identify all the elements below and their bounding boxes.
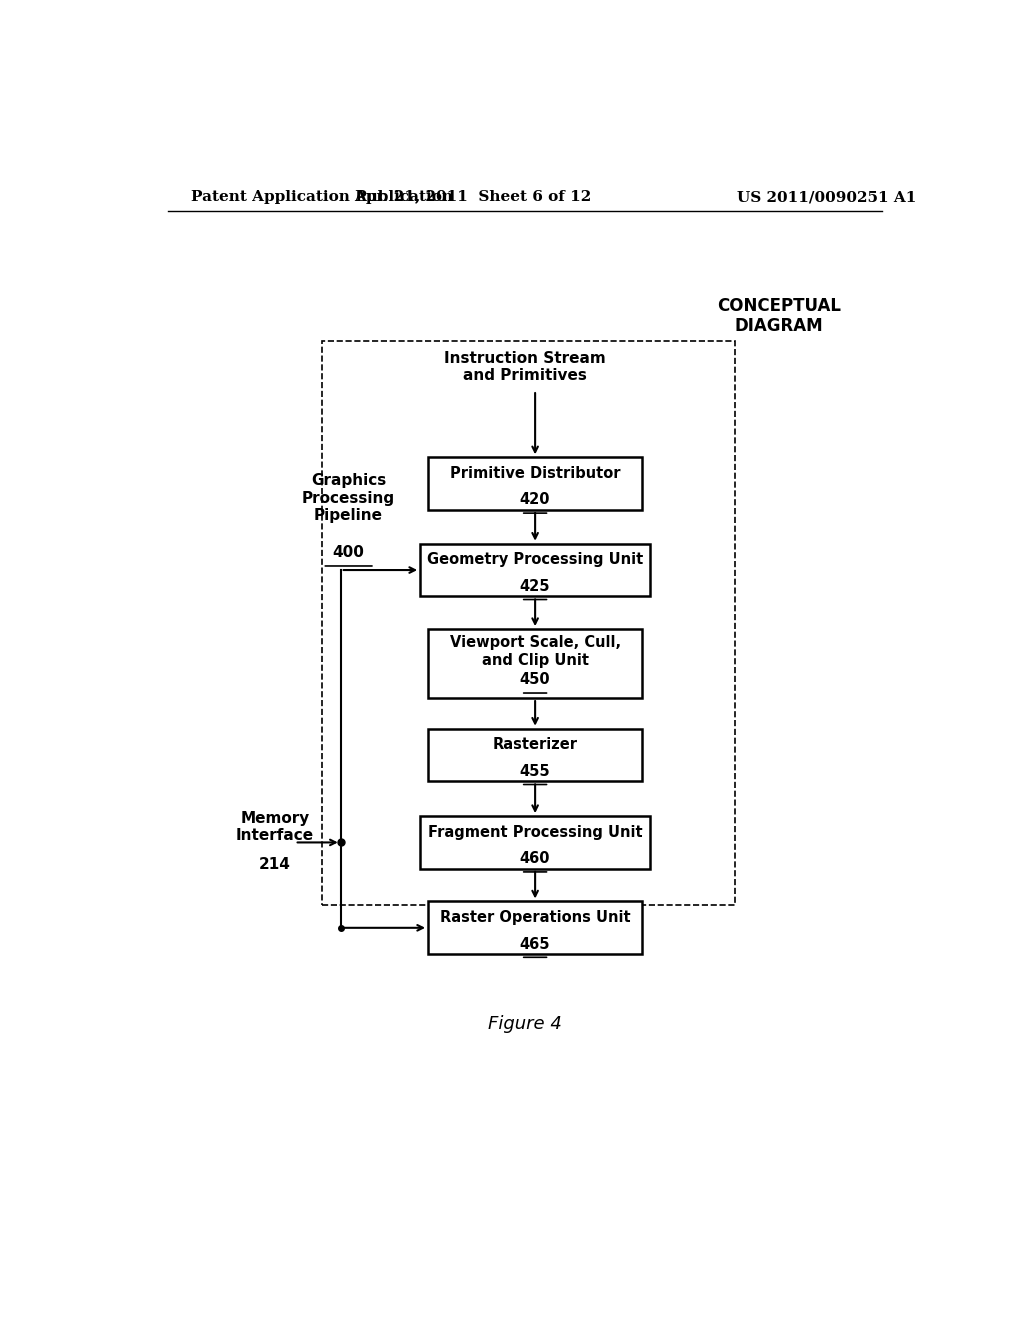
Text: 400: 400 bbox=[333, 545, 365, 560]
FancyBboxPatch shape bbox=[420, 544, 650, 597]
Text: Fragment Processing Unit: Fragment Processing Unit bbox=[428, 825, 642, 840]
Text: Raster Operations Unit: Raster Operations Unit bbox=[439, 911, 631, 925]
Text: 460: 460 bbox=[520, 851, 550, 866]
Text: Patent Application Publication: Patent Application Publication bbox=[191, 190, 454, 205]
Text: 214: 214 bbox=[259, 857, 291, 873]
Text: US 2011/0090251 A1: US 2011/0090251 A1 bbox=[736, 190, 916, 205]
Text: Memory
Interface: Memory Interface bbox=[236, 810, 314, 843]
Text: 425: 425 bbox=[520, 578, 550, 594]
Text: Graphics
Processing
Pipeline: Graphics Processing Pipeline bbox=[302, 474, 395, 523]
Text: Figure 4: Figure 4 bbox=[487, 1015, 562, 1034]
Text: 450: 450 bbox=[520, 672, 551, 688]
Text: Primitive Distributor: Primitive Distributor bbox=[450, 466, 621, 480]
Text: CONCEPTUAL
DIAGRAM: CONCEPTUAL DIAGRAM bbox=[717, 297, 841, 335]
FancyBboxPatch shape bbox=[428, 729, 642, 781]
Text: Rasterizer: Rasterizer bbox=[493, 738, 578, 752]
Text: Instruction Stream
and Primitives: Instruction Stream and Primitives bbox=[444, 351, 605, 383]
FancyBboxPatch shape bbox=[428, 457, 642, 510]
FancyBboxPatch shape bbox=[420, 816, 650, 869]
Text: 455: 455 bbox=[520, 764, 551, 779]
FancyBboxPatch shape bbox=[428, 902, 642, 954]
Text: 465: 465 bbox=[520, 937, 550, 952]
Text: 420: 420 bbox=[520, 492, 550, 507]
FancyBboxPatch shape bbox=[428, 630, 642, 698]
Text: Geometry Processing Unit: Geometry Processing Unit bbox=[427, 552, 643, 568]
Text: Apr. 21, 2011  Sheet 6 of 12: Apr. 21, 2011 Sheet 6 of 12 bbox=[354, 190, 592, 205]
Text: Viewport Scale, Cull,
and Clip Unit: Viewport Scale, Cull, and Clip Unit bbox=[450, 635, 621, 668]
